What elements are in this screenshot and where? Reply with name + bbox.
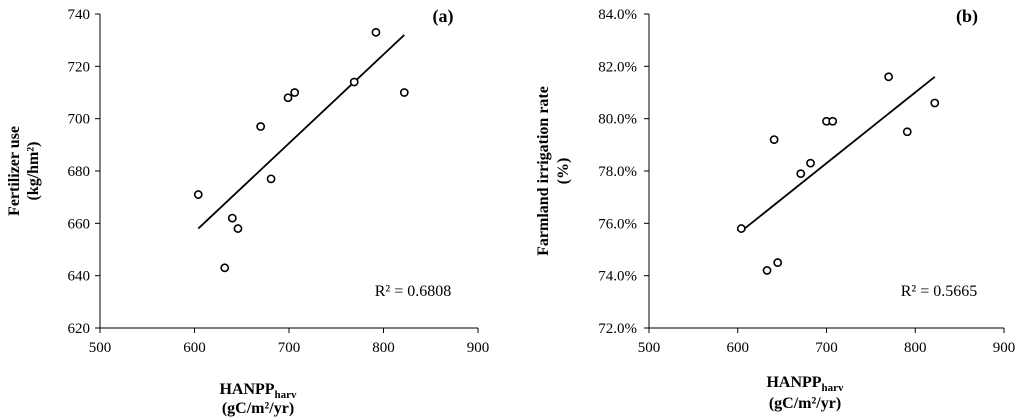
panel-a-y-tick-label: 640 — [68, 269, 91, 285]
panel-a-x-tick-label: 500 — [89, 340, 112, 356]
panel-a-x-tick-label: 900 — [467, 340, 490, 356]
panel-a-y-axis-title-line2: (kg/hm²) — [25, 141, 42, 200]
panel-a-y-axis-title-line1: Fertilizer use — [6, 126, 23, 216]
panel-a-data-point — [256, 122, 266, 131]
panel-b-x-axis-title: HANPPharv — [766, 374, 844, 394]
panel-b-data-point — [828, 116, 838, 126]
panel-a-data-point — [399, 88, 409, 97]
panel-b-x-tick-label: 800 — [904, 340, 927, 356]
panel-b-x-tick-label: 700 — [815, 340, 838, 356]
panel-b-y-axis-title-line1: Farmland irrigation rate — [535, 86, 552, 256]
panel-b-data-point — [902, 127, 912, 137]
panel-b-y-tick-label: 76.0% — [598, 216, 637, 232]
panel-b-label: (b) — [956, 6, 978, 27]
panel-b-y-tick-label: 72.0% — [598, 321, 637, 337]
panel-a-y-tick-label: 720 — [68, 59, 91, 75]
panel-b-r2-label: R² = 0.5665 — [901, 283, 978, 300]
panel-a-data-point — [290, 88, 300, 97]
panel-b-trendline — [740, 76, 936, 232]
panel-b-y-tick-label: 78.0% — [598, 164, 637, 180]
panel-b-x-tick-label: 900 — [993, 340, 1016, 356]
panel-b-y-axis-title-line2: (%) — [555, 158, 572, 185]
panel-b-x-tick-label: 500 — [638, 340, 661, 356]
panel-b-y-tick-label: 84.0% — [598, 7, 637, 23]
panel-a-label: (a) — [433, 6, 454, 27]
panel-a-x-axis-units: (gC/m²/yr) — [222, 400, 294, 417]
panel-a-x-tick-label: 700 — [278, 340, 301, 356]
panel-b-y-tick-label: 74.0% — [598, 269, 637, 285]
panel-b-data-point — [773, 258, 783, 267]
panel-b-x-axis-title-main: HANPP — [766, 374, 821, 391]
panel-a-trendline — [197, 34, 405, 230]
panel-b: (b) R² = 0.5665 HANPPharv (gC/m²/yr) Far… — [535, 6, 1015, 412]
panel-a: (a) R² = 0.6808 HANPPharv (gC/m²/yr) Fer… — [6, 6, 489, 417]
panel-b-x-axis-units: (gC/m²/yr) — [769, 395, 841, 412]
panel-a-data-point — [283, 93, 293, 103]
panel-a-y-tick-label: 620 — [68, 321, 91, 337]
panel-a-data-point — [371, 27, 381, 37]
panel-a-r2-label: R² = 0.6808 — [375, 283, 452, 300]
panel-a-y-tick-label: 660 — [68, 216, 91, 232]
panel-a-data-point — [349, 77, 359, 87]
panel-a-data-point — [233, 224, 243, 233]
panel-b-y-tick-label: 82.0% — [598, 59, 637, 75]
panel-a-x-axis-title: HANPPharv — [219, 381, 297, 401]
panel-b-data-point — [769, 135, 779, 144]
panel-a-data-point — [227, 213, 237, 223]
panel-b-data-point — [930, 98, 940, 108]
panel-b-x-axis-title-sub: harv — [822, 382, 845, 394]
panel-a-data-point — [266, 174, 276, 184]
panel-b-data-point — [762, 266, 772, 275]
panel-a-x-tick-label: 800 — [372, 340, 395, 356]
panel-a-y-tick-label: 740 — [68, 7, 91, 23]
panel-b-data-point — [796, 169, 806, 179]
panel-a-y-tick-label: 700 — [68, 112, 91, 128]
panel-b-data-point — [806, 158, 815, 168]
panel-a-y-tick-label: 680 — [68, 164, 91, 180]
panel-b-data-point — [736, 224, 746, 233]
panel-a-x-axis-title-sub: harv — [275, 389, 298, 401]
panel-a-data-point — [193, 190, 203, 199]
panel-b-y-tick-label: 80.0% — [598, 112, 637, 128]
panel-b-x-tick-label: 600 — [727, 340, 750, 356]
panel-a-data-point — [220, 263, 230, 273]
panel-b-data-point — [884, 72, 894, 82]
panel-a-x-axis-title-main: HANPP — [219, 381, 274, 398]
panel-a-x-tick-label: 600 — [183, 340, 206, 356]
